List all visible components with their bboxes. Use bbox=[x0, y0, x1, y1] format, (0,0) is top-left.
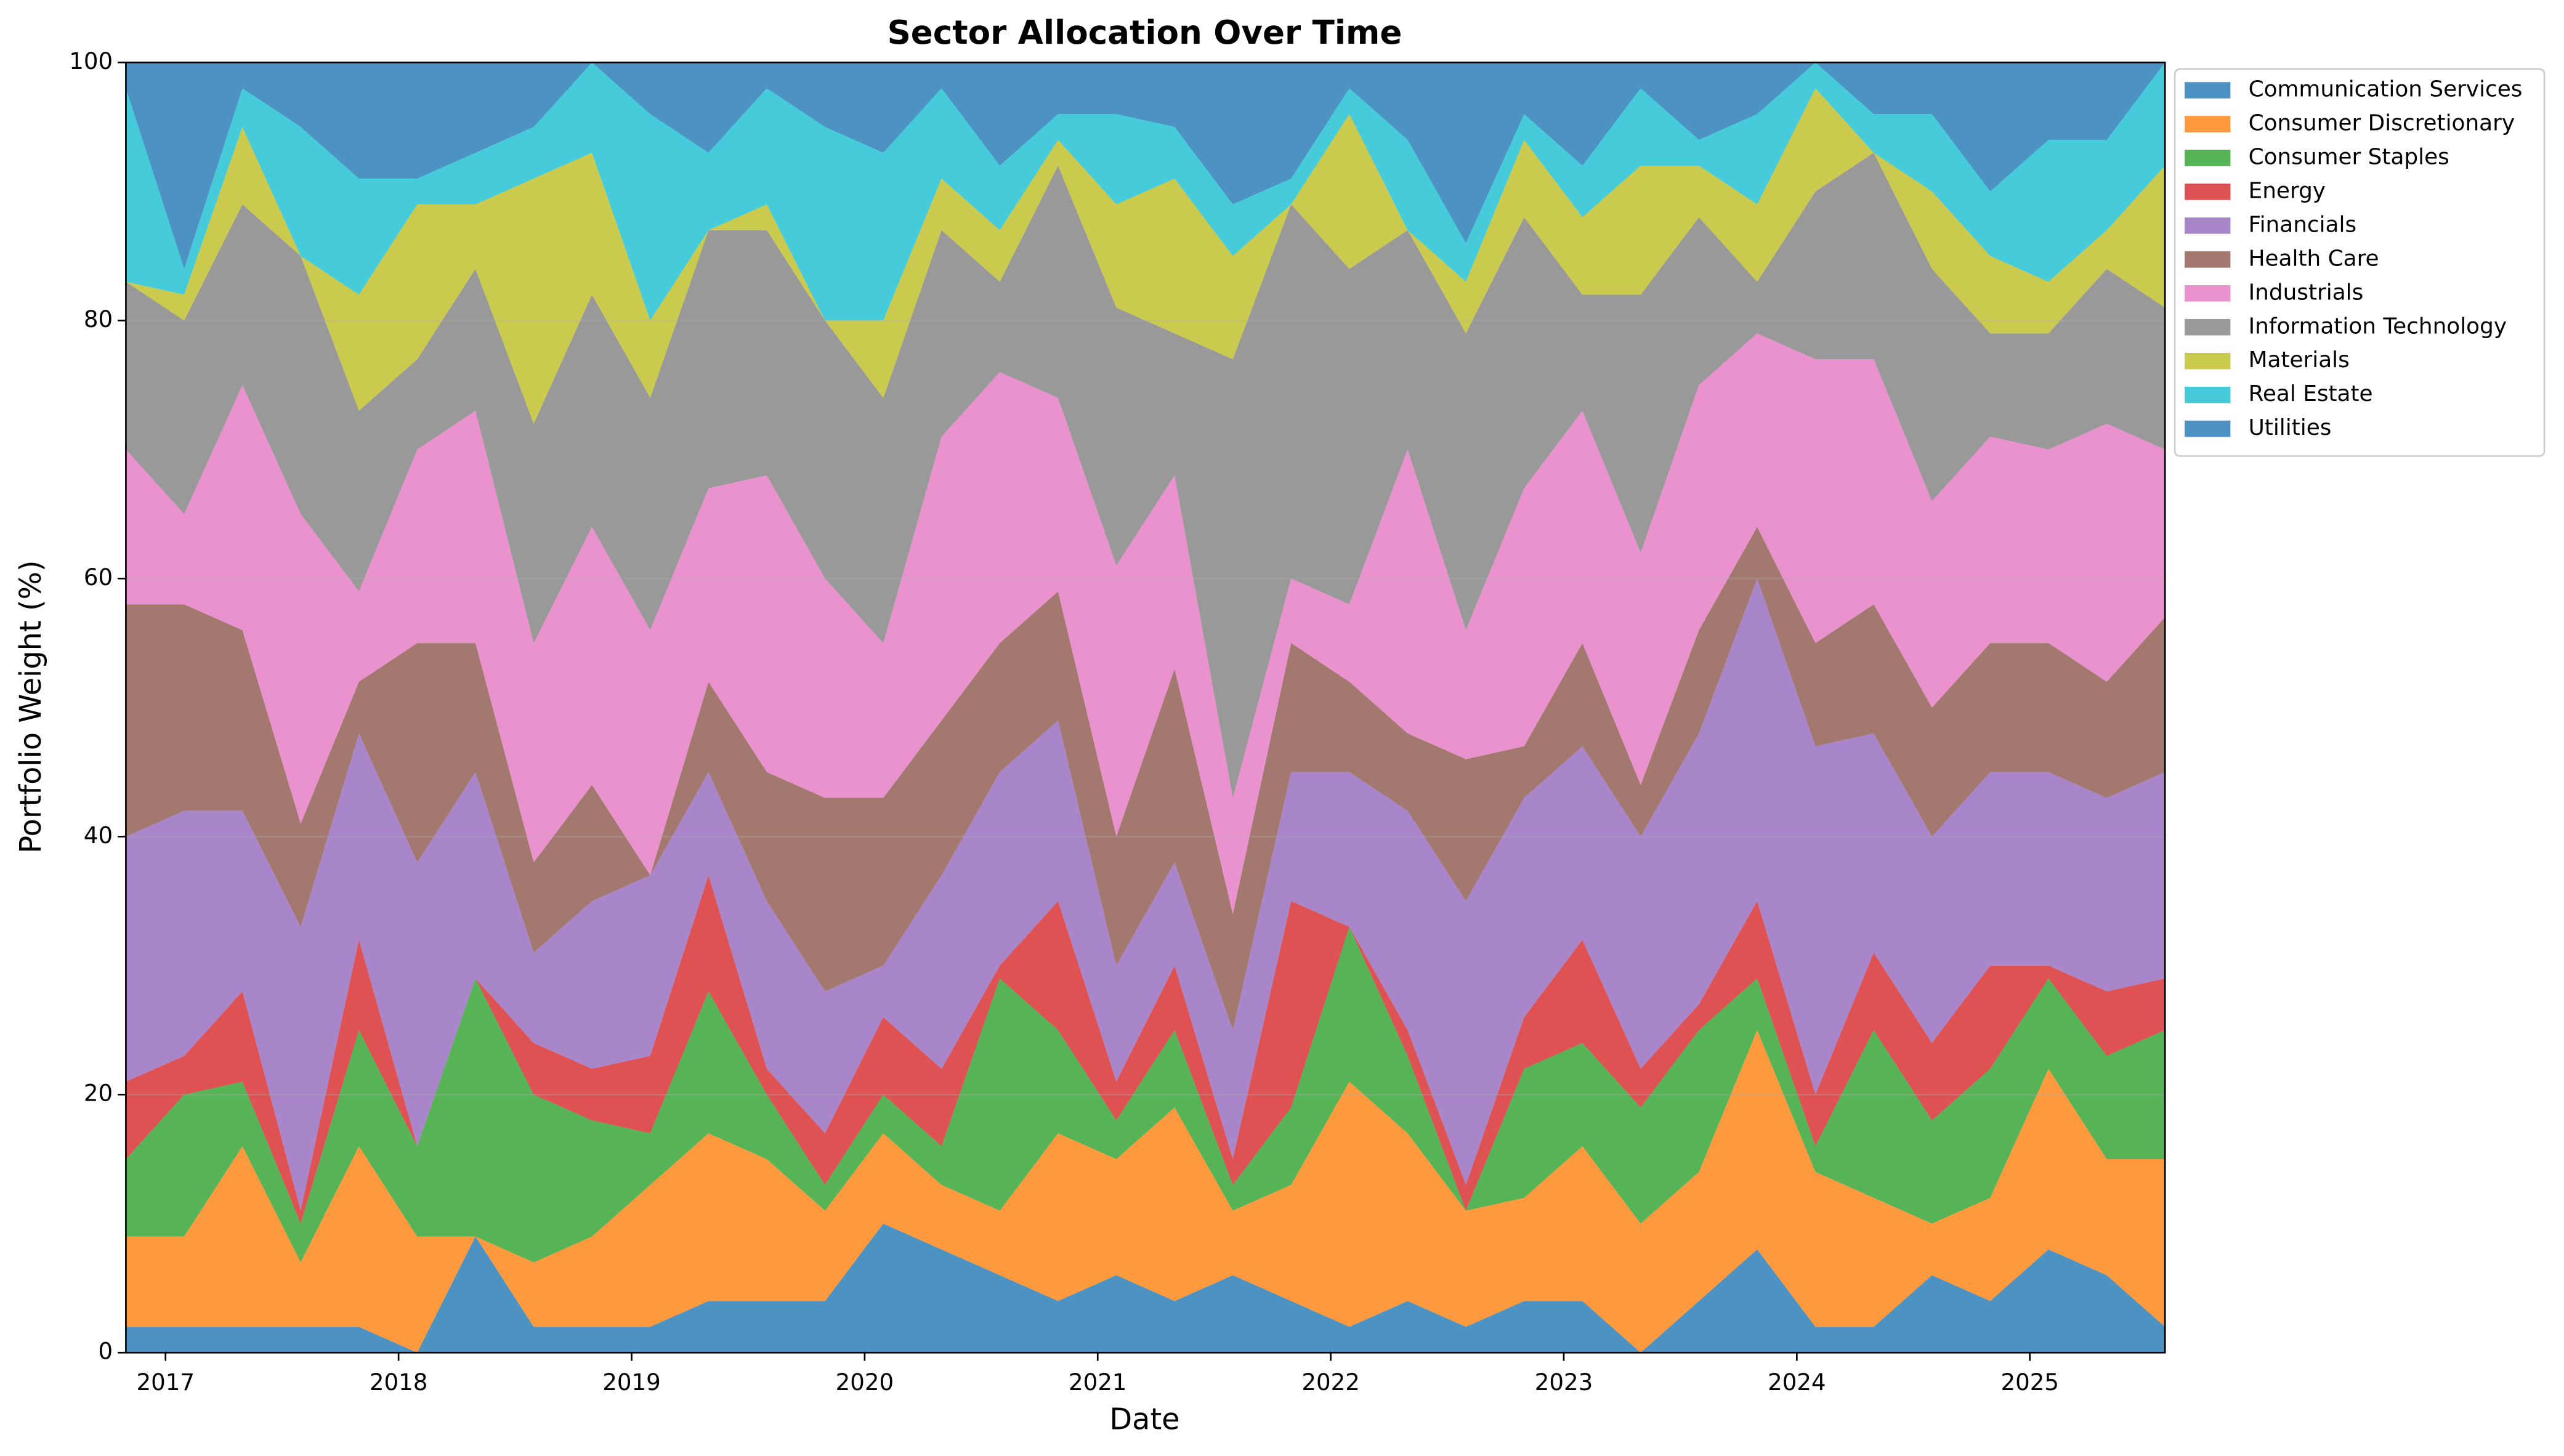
legend-label: Real Estate bbox=[2249, 381, 2373, 406]
x-tick-label: 2021 bbox=[1069, 1369, 1127, 1396]
areas bbox=[126, 62, 2166, 1353]
legend-label: Utilities bbox=[2249, 415, 2332, 440]
y-tick-label: 100 bbox=[69, 48, 113, 75]
legend-label: Consumer Discretionary bbox=[2249, 111, 2515, 136]
legend-swatch bbox=[2185, 150, 2231, 166]
area bbox=[126, 578, 2166, 1211]
y-tick-label: 0 bbox=[99, 1338, 113, 1365]
x-tick-label: 2025 bbox=[2000, 1369, 2059, 1396]
legend-box bbox=[2174, 68, 2546, 457]
x-tick-label: 2019 bbox=[602, 1369, 661, 1396]
x-tick-label: 2023 bbox=[1535, 1369, 1593, 1396]
legend-swatch bbox=[2185, 251, 2231, 268]
y-tick-label: 40 bbox=[84, 822, 113, 849]
legend-label: Health Care bbox=[2249, 246, 2379, 271]
chart-title: Sector Allocation Over Time bbox=[888, 14, 1402, 52]
legend-label: Energy bbox=[2249, 178, 2326, 203]
y-tick-label: 60 bbox=[84, 564, 113, 591]
area bbox=[126, 88, 2166, 424]
legend-swatch bbox=[2185, 352, 2231, 370]
area bbox=[126, 153, 2166, 798]
area bbox=[126, 875, 2166, 1224]
legend-swatch bbox=[2185, 116, 2231, 132]
area bbox=[126, 62, 2166, 269]
x-tick-label: 2018 bbox=[370, 1369, 428, 1396]
legend-swatch bbox=[2185, 420, 2231, 437]
legend: Communication Services Consumer Discretio… bbox=[2174, 68, 2546, 457]
legend-swatch bbox=[2185, 82, 2231, 99]
x-tick-label: 2020 bbox=[836, 1369, 894, 1396]
legend-label: Information Technology bbox=[2249, 313, 2507, 339]
area bbox=[126, 333, 2166, 914]
area bbox=[126, 1030, 2166, 1353]
area bbox=[126, 527, 2166, 1030]
y-tick-label: 20 bbox=[84, 1080, 113, 1107]
legend-swatch bbox=[2185, 184, 2231, 200]
x-tick-label: 2024 bbox=[1768, 1369, 1826, 1396]
legend-label: Communication Services bbox=[2249, 77, 2523, 102]
legend-label: Consumer Staples bbox=[2249, 144, 2449, 169]
area bbox=[126, 926, 2166, 1263]
x-tick-label: 2017 bbox=[136, 1369, 195, 1396]
legend-label: Financials bbox=[2249, 212, 2357, 237]
legend-swatch bbox=[2185, 318, 2231, 336]
plot-frame bbox=[125, 62, 2166, 1354]
legend-label: Industrials bbox=[2249, 280, 2364, 305]
y-axis-label: Portfolio Weight (%) bbox=[14, 560, 48, 854]
x-axis-label: Date bbox=[1109, 1403, 1179, 1437]
axes: 0 20 40 60 80 100 2017 2018 2019 2020 2021 2022 2023… bbox=[69, 48, 2166, 1396]
legend-label: Materials bbox=[2249, 347, 2350, 373]
legend-swatch bbox=[2185, 285, 2231, 302]
legend-swatch bbox=[2185, 386, 2231, 403]
legend-swatch bbox=[2185, 217, 2231, 234]
x-tick-label: 2022 bbox=[1301, 1369, 1360, 1396]
y-tick-label: 80 bbox=[84, 306, 113, 333]
